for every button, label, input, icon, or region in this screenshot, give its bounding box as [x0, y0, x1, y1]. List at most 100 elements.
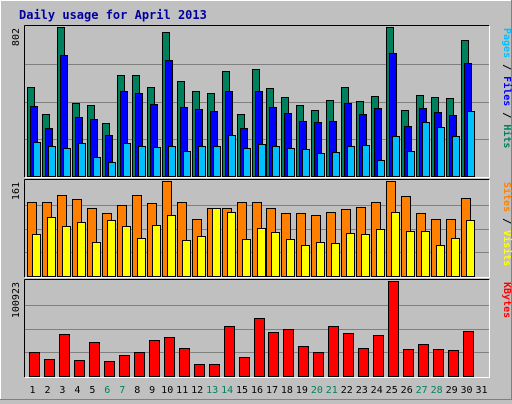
bar-kbytes-day-22	[343, 333, 354, 377]
x-tick-label-day-9: 9	[149, 385, 155, 396]
legend-entry: /	[501, 212, 512, 230]
bar-kbytes-day-25	[388, 281, 399, 377]
bar-pages-day-21	[332, 152, 340, 177]
bar-pages-day-1	[33, 142, 41, 177]
x-tick-label-day-21: 21	[326, 385, 338, 396]
bar-pages-day-8	[138, 146, 146, 177]
x-tick-label-day-18: 18	[281, 385, 293, 396]
panel-kbytes: 100923 KBytes	[11, 279, 512, 378]
bar-kbytes-day-1	[29, 352, 40, 377]
bar-pages-day-26	[407, 151, 415, 177]
x-tick-label-day-4: 4	[74, 385, 80, 396]
legend-entry: /	[501, 58, 512, 76]
bar-pages-day-18	[287, 148, 295, 177]
bar-kbytes-day-12	[194, 364, 205, 377]
bar-sites-day-15	[242, 239, 251, 277]
bar-pages-day-5	[93, 157, 101, 177]
chart-title: Daily usage for April 2013	[19, 8, 207, 22]
bar-pages-day-30	[467, 111, 475, 177]
x-tick-label-day-8: 8	[134, 385, 140, 396]
bar-sites-day-2	[47, 217, 56, 277]
bar-kbytes-day-15	[239, 357, 250, 377]
bar-pages-day-4	[78, 143, 86, 177]
bar-sites-day-12	[197, 236, 206, 277]
bar-kbytes-day-23	[358, 348, 369, 377]
bar-sites-day-8	[137, 238, 146, 277]
bar-sites-day-22	[346, 233, 355, 277]
x-tick-label-day-19: 19	[296, 385, 308, 396]
bar-kbytes-day-7	[119, 355, 130, 377]
bar-pages-day-17	[272, 146, 280, 177]
x-tick-label-day-13: 13	[206, 385, 218, 396]
bar-sites-day-23	[361, 234, 370, 277]
bar-sites-day-10	[167, 215, 176, 277]
bar-pages-day-29	[452, 136, 460, 177]
legend-entry: KBytes	[501, 282, 512, 318]
bar-kbytes-day-24	[373, 335, 384, 377]
x-tick-label-day-25: 25	[386, 385, 398, 396]
bar-sites-day-19	[301, 245, 310, 277]
bar-pages-day-28	[437, 127, 445, 177]
x-tick-label-day-2: 2	[44, 385, 50, 396]
y-max-label: 802	[11, 28, 22, 46]
y-max-label: 161	[11, 182, 22, 200]
bar-sites-day-25	[391, 212, 400, 277]
bar-kbytes-day-17	[268, 332, 279, 377]
panel-pages-files-hits: 802 Pages / Files / Hits	[11, 25, 512, 178]
x-tick-label-day-16: 16	[251, 385, 263, 396]
x-tick-label-day-30: 30	[460, 385, 472, 396]
bar-kbytes-day-11	[179, 348, 190, 377]
series-pages	[33, 111, 475, 177]
bar-sites-day-13	[212, 208, 221, 277]
bar-sites-day-18	[286, 239, 295, 277]
bar-sites-day-21	[331, 243, 340, 277]
bar-pages-day-11	[183, 151, 191, 177]
legend-entry: Hits	[501, 124, 512, 148]
bar-sites-day-24	[376, 229, 385, 277]
bar-pages-day-22	[347, 146, 355, 177]
bar-sites-day-5	[92, 242, 101, 277]
x-tick-label-day-14: 14	[221, 385, 233, 396]
bar-kbytes-day-13	[209, 364, 220, 377]
bar-pages-day-2	[48, 146, 56, 177]
bar-sites-day-6	[107, 220, 116, 277]
legend-entry: Pages	[501, 28, 512, 58]
bar-kbytes-day-26	[403, 349, 414, 377]
panel-legend: Pages / Files / Hits	[501, 28, 512, 148]
x-axis-labels: 1 2 3 4 5 6 7 8 9 10 11 12 13 14 15 16 17 18 19 20 21 22 23 24 2…	[29, 385, 487, 396]
bar-pages-day-3	[63, 148, 71, 177]
series-kbytes	[29, 281, 474, 377]
x-tick-label-day-12: 12	[191, 385, 203, 396]
bar-sites-day-1	[32, 234, 41, 277]
bar-sites-day-20	[316, 242, 325, 277]
panel-legend: Sites / Visits	[501, 182, 512, 266]
x-tick-label-day-15: 15	[236, 385, 248, 396]
x-tick-label-day-10: 10	[161, 385, 173, 396]
bar-kbytes-day-3	[59, 334, 70, 377]
bar-sites-day-29	[451, 238, 460, 277]
x-tick-label-day-20: 20	[311, 385, 323, 396]
bar-pages-day-25	[392, 136, 400, 177]
bar-kbytes-day-21	[328, 326, 339, 377]
bar-sites-day-4	[77, 222, 86, 277]
bar-kbytes-day-29	[448, 350, 459, 377]
bar-pages-day-23	[362, 145, 370, 177]
x-tick-label-day-11: 11	[176, 385, 188, 396]
x-tick-label-day-3: 3	[59, 385, 65, 396]
bar-sites-day-11	[182, 240, 191, 277]
legend-entry: Visits	[501, 230, 512, 266]
bar-kbytes-day-20	[313, 352, 324, 377]
x-tick-label-day-24: 24	[371, 385, 383, 396]
bar-sites-day-7	[122, 226, 131, 277]
bar-pages-day-7	[123, 143, 131, 177]
bar-kbytes-day-4	[74, 360, 85, 377]
bar-pages-day-9	[153, 147, 161, 177]
bar-pages-day-20	[317, 153, 325, 177]
bar-pages-day-6	[108, 162, 116, 177]
bar-kbytes-day-16	[254, 318, 265, 377]
bar-sites-day-9	[152, 225, 161, 277]
bar-kbytes-day-18	[283, 329, 294, 377]
x-tick-label-day-26: 26	[401, 385, 413, 396]
bar-sites-day-28	[436, 245, 445, 277]
bar-kbytes-day-30	[463, 331, 474, 377]
